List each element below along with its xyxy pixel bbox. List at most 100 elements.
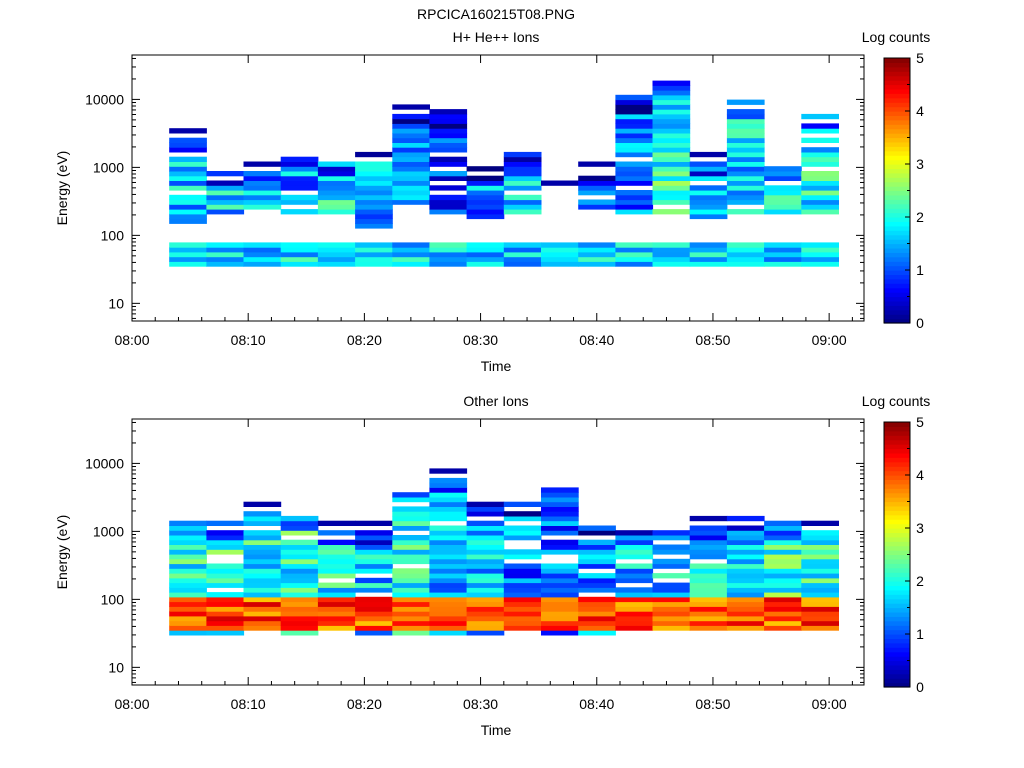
colorbar-swatch (884, 673, 910, 679)
heatmap-cell (503, 156, 542, 162)
heatmap-cell (429, 601, 468, 607)
heatmap-cell (615, 606, 654, 612)
heatmap-cell (429, 128, 468, 134)
heatmap-cell (392, 601, 430, 607)
heatmap-cell (169, 194, 207, 201)
heatmap-cell (317, 194, 356, 201)
heatmap-cell (317, 166, 356, 172)
colorbar-swatch (884, 647, 910, 653)
colorbar-swatch (884, 444, 910, 450)
heatmap-cell (578, 175, 616, 181)
panel-title: Other Ions (463, 393, 528, 409)
figure-title: RPCICA160215T08.PNG (417, 6, 575, 22)
heatmap-cell (280, 161, 319, 167)
heatmap-cell (466, 625, 505, 631)
heatmap-cell (726, 194, 765, 201)
heatmap-cell (355, 568, 393, 574)
heatmap-cell (615, 142, 654, 148)
heatmap-cell (503, 625, 542, 631)
heatmap-cell (801, 625, 839, 631)
heatmap-cell (578, 587, 616, 593)
heatmap-cell (578, 185, 616, 191)
heatmap-cell (503, 601, 542, 607)
colorbar-swatch (884, 616, 910, 622)
heatmap-cell (801, 554, 839, 560)
colorbar-swatch (884, 252, 910, 258)
heatmap-cell (280, 525, 319, 531)
heatmap-cell (392, 525, 430, 531)
y-tick-label: 100 (101, 591, 125, 607)
heatmap-cell (466, 535, 505, 541)
heatmap-cell (392, 587, 430, 593)
heatmap-cell (652, 90, 691, 96)
colorbar-swatch (884, 239, 910, 245)
colorbar-swatch (884, 430, 910, 436)
colorbar-swatch (884, 501, 910, 507)
heatmap-cell (243, 261, 282, 267)
heatmap-cell (726, 577, 765, 584)
heatmap-cell (243, 611, 282, 617)
heatmap-cell (615, 180, 654, 186)
heatmap-cell (392, 539, 430, 545)
heatmap-cell (206, 204, 245, 210)
heatmap-cell (169, 606, 207, 612)
heatmap-cell (466, 213, 505, 220)
heatmap-cell (578, 558, 616, 565)
heatmap-cell (169, 573, 207, 579)
heatmap-cell (280, 554, 319, 560)
colorbar-label: Log counts (862, 393, 931, 409)
heatmap-cell (317, 539, 356, 545)
heatmap-cell (429, 596, 468, 603)
heatmap-cell (243, 549, 282, 555)
heatmap-cell (355, 625, 393, 631)
colorbar-swatch (884, 550, 910, 556)
heatmap-cell (615, 171, 654, 177)
heatmap-cell (801, 558, 839, 565)
heatmap-cell (615, 601, 654, 607)
colorbar-swatch (884, 221, 910, 227)
heatmap-cell (466, 251, 505, 258)
heatmap-cell (652, 171, 691, 177)
heatmap-cell (243, 242, 282, 248)
heatmap-cell (726, 601, 765, 607)
heatmap-cell (169, 592, 207, 598)
heatmap-cell (243, 535, 282, 541)
heatmap-cell (689, 592, 728, 598)
heatmap-cell (355, 587, 393, 593)
colorbar-swatch (884, 102, 910, 108)
heatmap-cell (280, 171, 319, 177)
colorbar-swatch (884, 128, 910, 134)
heatmap-cell (243, 204, 282, 210)
heatmap-cell (615, 128, 654, 134)
heatmap-cell (317, 204, 356, 210)
heatmap-cell (280, 577, 319, 584)
heatmap-cell (652, 118, 691, 124)
heatmap-cell (317, 587, 356, 593)
heatmap-cell (169, 180, 207, 186)
heatmap-cell (429, 501, 468, 507)
heatmap-cell (169, 544, 207, 550)
colorbar-swatch (884, 296, 910, 302)
heatmap-cell (169, 620, 207, 626)
heatmap-cell (615, 118, 654, 124)
heatmap-cell (466, 577, 505, 584)
heatmap-cell (578, 190, 616, 196)
colorbar-tick-label: 5 (916, 50, 924, 66)
heatmap-cell (466, 185, 505, 191)
heatmap-cell (578, 530, 616, 536)
heatmap-cell (429, 171, 468, 177)
heatmap-cell (764, 247, 802, 253)
x-tick-label: 08:00 (114, 332, 149, 348)
heatmap-cell (801, 151, 839, 158)
heatmap-cell (689, 171, 728, 177)
heatmap-cell (615, 161, 654, 167)
heatmap-cell (652, 247, 691, 253)
heatmap-cell (206, 535, 245, 541)
heatmap-cell (355, 601, 393, 607)
colorbar-swatch (884, 115, 910, 121)
heatmap-cell (317, 592, 356, 598)
colorbar-swatch (884, 111, 910, 116)
colorbar-swatch (884, 283, 910, 289)
heatmap-cell (243, 615, 282, 622)
heatmap-cell (726, 530, 765, 536)
